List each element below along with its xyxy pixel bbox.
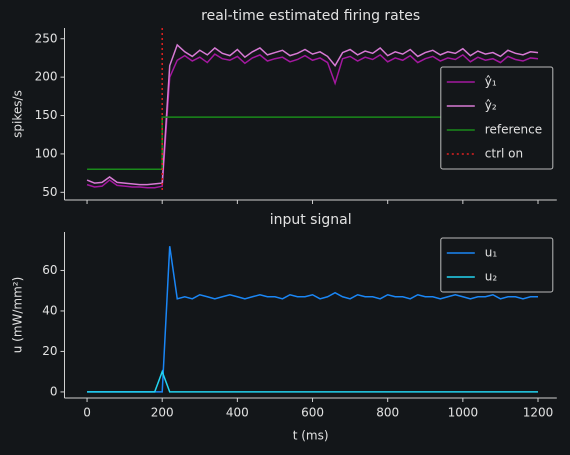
legend-box [440,66,554,170]
legend-label: ŷ₂ [485,99,497,113]
legend-label: ctrl on [485,147,523,161]
x-tick-label: 1200 [523,406,554,420]
legend-label: reference [485,123,542,137]
y-tick-label: 150 [35,108,58,122]
series-line [86,53,539,189]
y-axis-label: u (mW/mm²) [11,277,25,354]
series-line [87,369,539,393]
y-tick-label: 60 [42,263,57,277]
y-tick-label: 200 [35,70,58,84]
x-tick-label: 0 [83,406,91,420]
chart-title: real-time estimated firing rates [201,8,420,24]
legend-label: u₂ [485,270,498,284]
chart-title: input signal [270,212,352,228]
x-tick-label: 1000 [448,406,479,420]
y-tick-label: 250 [35,31,58,45]
legend-label: ŷ₁ [485,75,497,89]
y-tick-label: 50 [42,185,57,199]
y-tick-label: 40 [42,303,57,317]
y-axis-label: spikes/s [11,90,25,138]
x-tick-label: 600 [301,406,324,420]
x-tick-label: 400 [226,406,249,420]
y-tick-label: 100 [35,146,58,160]
legend-label: u₁ [485,246,498,260]
y-tick-label: 0 [50,384,58,398]
x-tick-label: 200 [151,406,174,420]
x-tick-label: 800 [376,406,399,420]
x-axis-label: t (ms) [293,429,329,443]
series-line [87,246,539,393]
legend-box [440,237,554,293]
y-tick-label: 20 [42,344,57,358]
